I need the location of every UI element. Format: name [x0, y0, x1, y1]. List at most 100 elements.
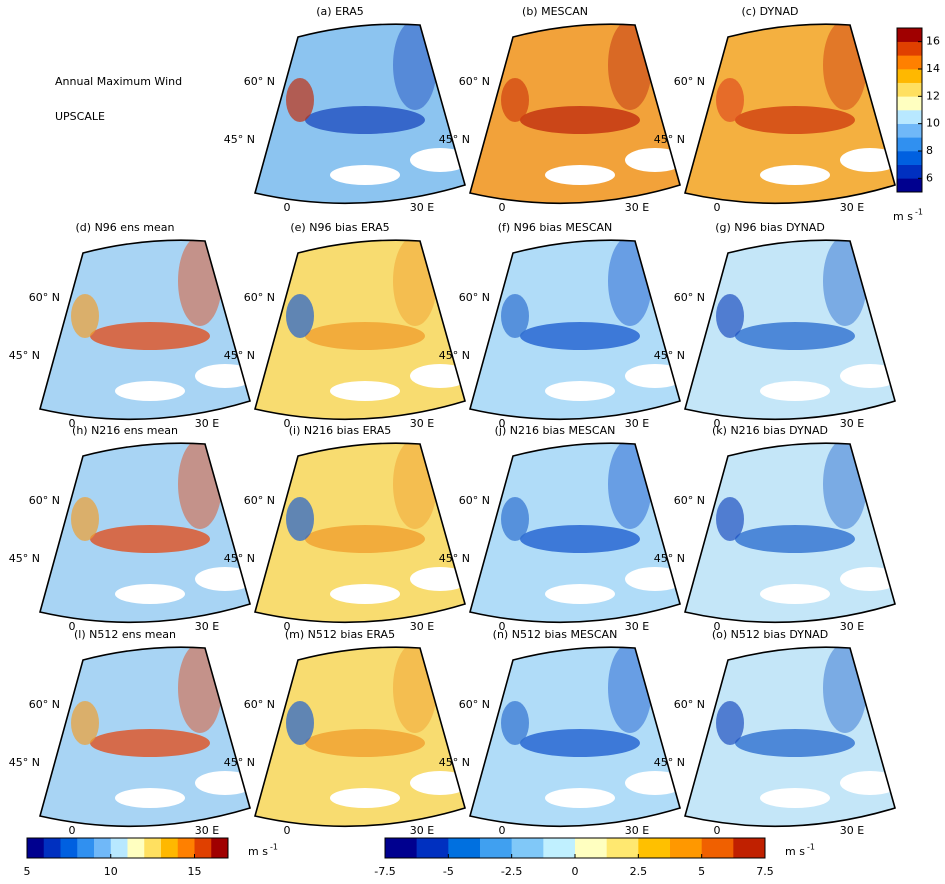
lat-label: 60° N: [674, 75, 705, 88]
lon-label: 0: [284, 824, 291, 837]
sea: [545, 584, 615, 604]
lon-label: 30 E: [840, 417, 864, 430]
map-patch: [501, 78, 529, 122]
colorbar-swatch: [161, 838, 179, 858]
map: [470, 443, 680, 623]
map-patch: [393, 24, 437, 110]
annotation: UPSCALE: [55, 110, 105, 123]
panel-title: (c) DYNAD: [742, 5, 799, 18]
lon-label: 0: [69, 417, 76, 430]
map: [685, 24, 895, 204]
lon-label: 0: [499, 620, 506, 633]
lon-label: 0: [284, 417, 291, 430]
colorbar-swatch: [897, 28, 922, 42]
lat-label: 45° N: [654, 349, 685, 362]
map-patch: [501, 294, 529, 338]
map-patch: [305, 525, 425, 553]
sea: [760, 381, 830, 401]
panel-title: (o) N512 bias DYNAD: [712, 628, 828, 641]
map-frame: [469, 442, 681, 624]
colorbar-swatch: [897, 110, 922, 124]
colorbar-swatch: [110, 838, 128, 858]
colorbar-swatch: [897, 151, 922, 165]
colorbar-unit: m s: [248, 845, 268, 858]
colorbar-swatch: [127, 838, 145, 858]
map-patch: [178, 647, 222, 733]
lon-label: 0: [499, 824, 506, 837]
map-frame: [39, 442, 251, 624]
map-frame: [254, 646, 466, 828]
sea: [115, 381, 185, 401]
panel-title: (b) MESCAN: [522, 5, 588, 18]
annotation: Annual Maximum Wind: [55, 75, 182, 88]
sea: [760, 788, 830, 808]
map: [255, 443, 465, 623]
map-patch: [520, 106, 640, 134]
map-patch: [735, 322, 855, 350]
colorbar-unit: m s: [893, 210, 913, 223]
sea: [840, 148, 895, 172]
map-patch: [608, 647, 652, 733]
colorbar-unit-exp: -1: [915, 208, 923, 217]
lon-label: 0: [499, 417, 506, 430]
colorbar-swatch: [177, 838, 195, 858]
colorbar-swatch: [77, 838, 95, 858]
lon-label: 0: [714, 417, 721, 430]
colorbar-tick-label: 15: [188, 865, 202, 878]
colorbar-tick-label: 0: [572, 865, 579, 878]
colorbar-tick-label: 10: [104, 865, 118, 878]
lat-label: 60° N: [244, 75, 275, 88]
lat-label: 45° N: [224, 349, 255, 362]
colorbar-swatch: [670, 838, 702, 858]
sea: [330, 381, 400, 401]
map-frame: [684, 442, 896, 624]
map-patch: [71, 497, 99, 541]
sea: [410, 567, 465, 591]
lat-label: 45° N: [654, 552, 685, 565]
sea: [410, 364, 465, 388]
map-patch: [823, 240, 867, 326]
colorbar-swatch: [43, 838, 61, 858]
colorbar-tick-label: 2.5: [630, 865, 648, 878]
panel-title: (f) N96 bias MESCAN: [498, 221, 613, 234]
lat-label: 45° N: [439, 756, 470, 769]
map-frame: [254, 442, 466, 624]
map: [40, 240, 250, 420]
sea: [545, 381, 615, 401]
lon-label: 30 E: [625, 620, 649, 633]
map-frame: [39, 239, 251, 421]
colorbar-tick-label: 8: [926, 144, 933, 157]
lat-label: 60° N: [674, 494, 705, 507]
lon-label: 30 E: [625, 824, 649, 837]
colorbar-swatch: [60, 838, 78, 858]
colorbar-swatch: [897, 69, 922, 83]
map-patch: [178, 443, 222, 529]
sea: [545, 165, 615, 185]
sea: [330, 788, 400, 808]
lon-label: 0: [714, 824, 721, 837]
map-patch: [823, 24, 867, 110]
lat-label: 45° N: [439, 133, 470, 146]
lat-label: 60° N: [459, 494, 490, 507]
colorbar-swatch: [897, 82, 922, 97]
map-patch: [90, 322, 210, 350]
map-frame: [469, 23, 681, 205]
colorbar-swatch: [701, 838, 734, 858]
colorbar-tick-label: 7.5: [756, 865, 774, 878]
lat-label: 45° N: [654, 756, 685, 769]
colorbar-swatch: [638, 838, 671, 858]
lat-label: 60° N: [459, 291, 490, 304]
lat-label: 60° N: [674, 698, 705, 711]
colorbar-tick-label: 12: [926, 89, 940, 102]
map-patch: [823, 647, 867, 733]
map-frame: [684, 646, 896, 828]
lon-label: 30 E: [195, 417, 219, 430]
lon-label: 30 E: [410, 201, 434, 214]
colorbar-tick-label: 6: [926, 171, 933, 184]
sea: [330, 165, 400, 185]
panel-title: (e) N96 bias ERA5: [290, 221, 389, 234]
map-patch: [305, 322, 425, 350]
sea: [625, 771, 680, 795]
sea: [625, 364, 680, 388]
panel-title: (l) N512 ens mean: [74, 628, 176, 641]
